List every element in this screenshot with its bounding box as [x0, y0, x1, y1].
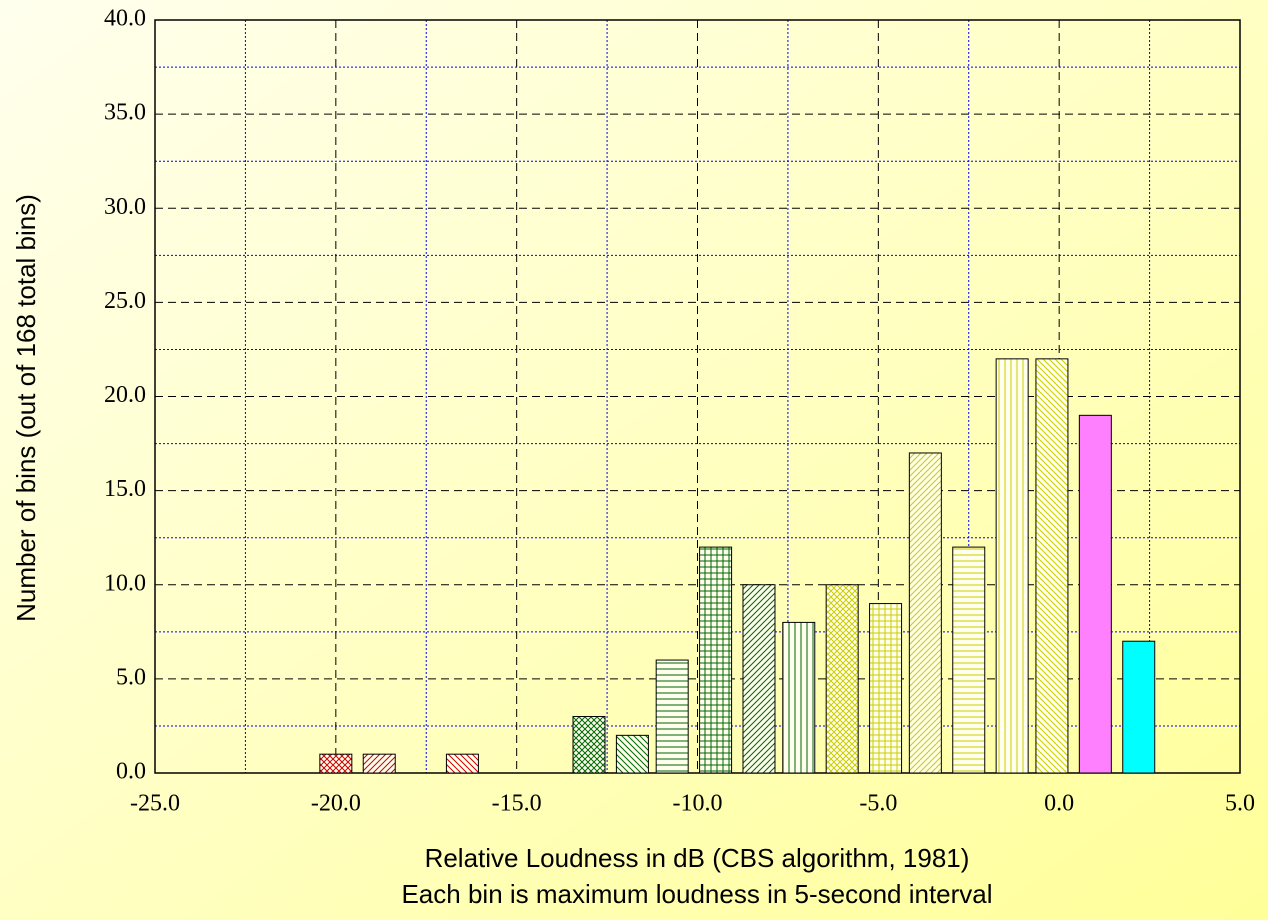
y-axis-label: Number of bins (out of 168 total bins) [11, 194, 41, 622]
bar [995, 358, 1029, 774]
x-tick-label: -25.0 [130, 791, 180, 817]
bar [319, 753, 353, 774]
x-tick-label: -15.0 [492, 791, 542, 817]
y-tick-label: 5.0 [116, 664, 146, 690]
bar [1035, 358, 1069, 774]
bar [699, 546, 733, 774]
x-tick-label: 0.0 [1044, 791, 1074, 817]
x-tick-label: 5.0 [1225, 791, 1255, 817]
bar [655, 659, 689, 774]
y-tick-label: 10.0 [104, 570, 146, 596]
bar [362, 753, 396, 774]
x-tick-label: -20.0 [311, 791, 361, 817]
x-tick-label: -5.0 [859, 791, 897, 817]
y-tick-label: 40.0 [104, 6, 146, 32]
plot-frame [154, 19, 1241, 774]
y-tick-label: 20.0 [104, 382, 146, 408]
bar [742, 584, 776, 774]
bar [869, 603, 903, 774]
bar [825, 584, 859, 774]
x-axis-label: Relative Loudness in dB (CBS algorithm, … [425, 843, 970, 873]
bar [615, 734, 649, 774]
bar [572, 716, 606, 774]
bar [445, 753, 479, 774]
y-tick-label: 25.0 [104, 288, 146, 314]
bar [1078, 414, 1112, 774]
x-tick-label: -10.0 [673, 791, 723, 817]
bar [1122, 640, 1156, 774]
y-tick-label: 0.0 [116, 759, 146, 785]
y-tick-label: 35.0 [104, 100, 146, 126]
bar [908, 452, 942, 774]
bar [782, 621, 816, 774]
x-axis-label: Each bin is maximum loudness in 5-second… [401, 879, 992, 909]
y-tick-label: 15.0 [104, 476, 146, 502]
y-tick-label: 30.0 [104, 194, 146, 220]
bar [952, 546, 986, 774]
